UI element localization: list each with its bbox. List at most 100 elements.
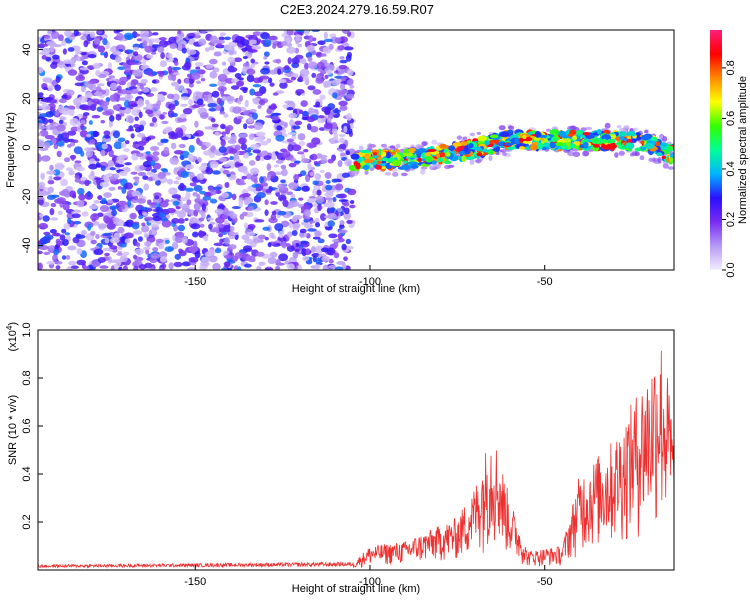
heatmap-cell (89, 138, 96, 145)
heatmap-cell (203, 91, 210, 96)
heatmap-cell (277, 68, 282, 75)
heatmap-cell (243, 263, 252, 268)
heatmap-cell (155, 179, 161, 186)
heatmap-cell (303, 148, 309, 153)
heatmap-cell (143, 241, 152, 247)
heatmap-cell (133, 69, 144, 77)
heatmap-cell (216, 97, 222, 105)
heatmap-cell (109, 114, 115, 122)
heatmap-cell (38, 120, 46, 124)
heatmap-cell (181, 64, 191, 71)
heatmap-cell (271, 210, 277, 216)
heatmap-cell (154, 195, 160, 200)
heatmap-cell (565, 141, 571, 148)
heatmap-cell (242, 87, 248, 94)
heatmap-cell (74, 177, 81, 183)
heatmap-cell (167, 178, 174, 185)
heatmap-cell (461, 155, 467, 162)
heatmap-cell (145, 248, 150, 255)
heatmap-cell (143, 183, 150, 191)
colorbar-label: Normalized spectral amplitude (737, 76, 749, 224)
heatmap-cell (217, 223, 224, 229)
heatmap-cell (287, 57, 292, 65)
heatmap-cell (64, 232, 70, 236)
heatmap-cell (137, 98, 144, 106)
heatmap-cell (223, 207, 229, 216)
heatmap-cell (414, 150, 420, 154)
heatmap-cell (290, 193, 296, 199)
heatmap-cell (71, 213, 81, 219)
heatmap-cell (54, 111, 60, 117)
heatmap-cell (145, 151, 151, 155)
heatmap-cell (241, 193, 251, 198)
heatmap-cell (124, 140, 130, 145)
heatmap-cell (160, 217, 169, 222)
heatmap-cell (401, 172, 408, 177)
heatmap-cell (246, 74, 255, 83)
heatmap-cell (203, 235, 209, 242)
heatmap-cell (208, 83, 218, 87)
snr-multiplier-exponent: 4 (5, 325, 14, 330)
heatmap-cell (443, 160, 452, 165)
heatmap-cell (77, 187, 85, 196)
heatmap-cell (136, 132, 146, 138)
heatmap-cell (274, 171, 283, 176)
heatmap-cell (79, 129, 89, 138)
heatmap-cell (51, 31, 60, 40)
heatmap-cell (205, 64, 214, 69)
heatmap-cell (289, 200, 300, 208)
heatmap-cell (341, 243, 347, 251)
heatmap-cell (227, 56, 236, 63)
heatmap-cell (79, 67, 89, 71)
heatmap-cell (236, 80, 244, 87)
heatmap-cell (127, 199, 132, 208)
heatmap-cell (389, 145, 396, 149)
heatmap-cell (232, 106, 242, 114)
heatmap-cell (76, 200, 85, 208)
heatmap-cell (242, 152, 250, 159)
heatmap-cell (331, 79, 340, 86)
heatmap-cell (109, 205, 119, 210)
heatmap-cell (195, 91, 204, 96)
heatmap-cell (90, 230, 96, 236)
heatmap-cell (346, 79, 354, 86)
heatmap-cell (146, 171, 155, 176)
heatmap-cell (49, 164, 54, 171)
heatmap-cell (96, 83, 105, 87)
heatmap-cell (266, 173, 271, 182)
heatmap-cell (284, 79, 293, 83)
heatmap-cell (131, 222, 140, 230)
heatmap-cell (42, 117, 49, 125)
heatmap-cell (334, 75, 344, 79)
heatmap-cell (256, 192, 266, 199)
heatmap-cell (152, 247, 159, 252)
heatmap-cell (102, 104, 108, 111)
heatmap-cell (119, 106, 127, 111)
heatmap-cell (50, 217, 59, 221)
heatmap-cell (93, 248, 104, 256)
heatmap-cell (279, 196, 287, 201)
heatmap-cell (212, 186, 222, 191)
heatmap-cell (226, 173, 231, 177)
heatmap-cell (134, 116, 139, 122)
heatmap-cell (343, 207, 350, 215)
heatmap-cell (231, 193, 237, 201)
heatmap-cell (86, 65, 95, 71)
heatmap-cell (237, 266, 242, 270)
heatmap-cell (215, 216, 225, 224)
heatmap-cell (386, 151, 391, 159)
heatmap-cell (75, 74, 85, 82)
heatmap-cell (191, 104, 201, 109)
heatmap-cell (155, 206, 164, 214)
heatmap-cell (263, 51, 270, 57)
heatmap-cell (369, 167, 375, 172)
heatmap-cell (345, 54, 352, 62)
heatmap-cell (47, 118, 54, 123)
heatmap-cell (101, 100, 110, 106)
heatmap-cell (90, 213, 100, 221)
heatmap-cell (198, 165, 207, 171)
heatmap-cell (238, 116, 244, 120)
heatmap-cell (283, 65, 290, 71)
heatmap-cell (288, 162, 297, 168)
heatmap-cell (332, 196, 337, 203)
